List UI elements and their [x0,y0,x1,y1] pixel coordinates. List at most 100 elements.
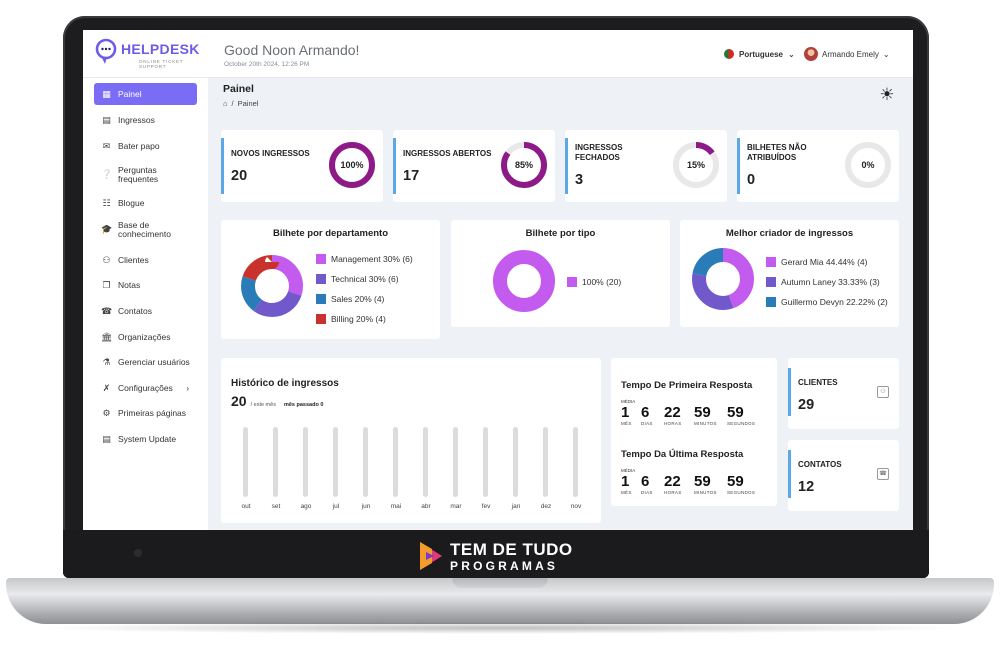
legend-item: Sales 20% (4) [316,293,413,304]
legend-item: Guillermo Devyn 22.22% (2) [766,296,888,307]
first-response-media: MÉDIA [621,399,636,404]
rt-number: 59 [694,404,711,421]
sidebar-item-label: Notas [118,280,141,290]
home-icon[interactable]: ⌂ [223,99,228,108]
donut-slice-guillermo-devyn[interactable] [692,248,754,310]
sidebar-item-organizacoes[interactable]: 🏛 Organizações [94,326,197,348]
donut-chart-creator [692,248,754,310]
legend-item: Gerard Mia 44.44% (4) [766,256,888,267]
rt-cell: 59 MINUTOS [694,405,727,426]
sidebar-item-system-update[interactable]: ▤ System Update [94,428,197,450]
laptop-notch [452,578,548,588]
chart-card-type: Bilhete por tipo 100% (20) [451,220,670,327]
stat-accent-bar [788,368,791,416]
sidebar-item-notas[interactable]: ❐ Notas [94,274,197,296]
sidebar-item-perguntas[interactable]: ❔ Perguntas frequentes [94,162,197,188]
history-bar-mar[interactable] [453,427,458,497]
history-bar-set[interactable] [273,427,278,497]
sidebar-item-label: Configurações [118,383,173,393]
stat-value: 17 [403,168,420,184]
laptop-shadow [30,622,970,634]
legend-swatch [567,276,577,287]
legend-swatch [766,276,776,287]
brand-logo[interactable]: HELPDESK ONLINE TICKET SUPPORT [95,38,205,70]
greeting-date: October 20th 2024, 12:26 PM [224,61,310,68]
rt-number: 22 [664,473,681,490]
history-bar-abr[interactable] [423,427,428,497]
sidebar-item-label: Gerenciar usuários [118,357,190,367]
rt-cell: 59 SEGUNDOS [727,474,761,495]
clients-icon: ⚇ [102,254,111,265]
user-menu[interactable]: Armando Emely ⌄ [804,47,890,61]
history-bar-dez[interactable] [543,427,548,497]
chart-legend: Gerard Mia 44.44% (4) Autumn Laney 33.33… [766,256,888,307]
history-bar-fev[interactable] [483,427,488,497]
history-bar-ago[interactable] [303,427,308,497]
mini-label: CONTATOS [798,460,842,469]
legend-label: Billing 20% (4) [331,313,386,324]
sidebar-item-contatos[interactable]: ☎ Contatos [94,300,197,322]
stat-percent: 15% [686,160,705,170]
history-card: Histórico de ingressos 20 / este mês mês… [221,358,601,523]
history-last-month: mês passado 0 [283,402,324,408]
rt-unit: MINUTOS [694,421,717,426]
rt-cell: 22 HORAS [664,474,694,495]
sidebar-item-configuracoes[interactable]: ✗ Configurações › [94,377,197,399]
camera-dot [134,549,142,557]
legend-item: 100% (20) [567,276,621,287]
flag-icon [724,49,734,59]
donut-slice-sales[interactable] [241,255,303,317]
rt-unit: HORAS [664,421,682,426]
legend-label: Technical 30% (6) [331,273,399,284]
history-bar-mai[interactable] [393,427,398,497]
contacts-card[interactable]: CONTATOS 12 ☎ [788,440,899,511]
gear-icon: ⚙ [102,407,111,418]
legend-label: Gerard Mia 44.44% (4) [781,256,868,267]
page-title: Painel [223,83,254,95]
donut-slice-100-20[interactable] [493,250,555,312]
stat-label: INGRESSOS ABERTOS [403,149,492,158]
donut-slice-billing[interactable] [241,255,303,317]
sidebar-item-bater-papo[interactable]: ✉ Bater papo [94,135,197,157]
sidebar-item-primeiras-paginas[interactable]: ⚙ Primeiras páginas [94,402,197,424]
history-bar-nov[interactable] [573,427,578,497]
sidebar-item-label: Base de conhecimento [118,220,171,239]
legend-swatch [316,273,326,284]
sidebar-item-base-conhecimento[interactable]: 🎓 Base de conhecimento [94,217,197,243]
history-bar-jul[interactable] [333,427,338,497]
stat-card-new: NOVOS INGRESSOS 20 100% [221,130,383,202]
rt-unit: MÊS [621,421,632,426]
clients-card[interactable]: CLIENTES 29 ⚇ [788,358,899,429]
language-selector[interactable]: Portuguese ⌄ [724,49,795,59]
ring-fill [673,142,719,188]
sidebar-item-gerenciar-usuarios[interactable]: ⚗ Gerenciar usuários [94,351,197,373]
donut-slice-technical[interactable] [241,255,303,317]
history-bar-jan[interactable] [513,427,518,497]
last-response-title: Tempo Da Última Resposta [621,449,744,460]
theme-toggle-sun-icon[interactable]: ☀ [879,85,895,104]
stat-ring [501,142,547,188]
donut-slice-autumn-laney[interactable] [692,248,754,310]
chevron-right-icon: › [186,383,189,393]
sidebar-item-ingressos[interactable]: ▤ Ingressos [94,109,197,131]
history-count: 20 [231,393,247,409]
legend-label: 100% (20) [582,276,622,287]
donut-chart-type [493,250,555,312]
rt-cell: 6 DIAS [641,474,664,495]
rt-unit: DIAS [641,421,653,426]
rt-unit: MÊS [621,490,632,495]
sidebar-item-blogue[interactable]: ☷ Blogue [94,192,197,214]
sidebar-item-painel[interactable]: ▦ Painel [94,83,197,105]
history-bar-jun[interactable] [363,427,368,497]
history-tick-label: jun [361,503,371,510]
stat-ring [673,142,719,188]
history-bar-out[interactable] [243,427,248,497]
stat-accent-bar [393,138,396,194]
watermark-line1: TEM DE TUDO [450,539,573,559]
stat-card-unassigned: BILHETES NÃO ATRIBUÍDOS 0 0% [737,130,899,202]
sidebar-item-label: Perguntas frequentes [118,165,159,184]
sidebar-item-clientes[interactable]: ⚇ Clientes [94,249,197,271]
ring-fill [501,142,547,188]
stat-percent: 85% [514,160,533,170]
app-screen: HELPDESK ONLINE TICKET SUPPORT Good Noon… [83,30,913,530]
